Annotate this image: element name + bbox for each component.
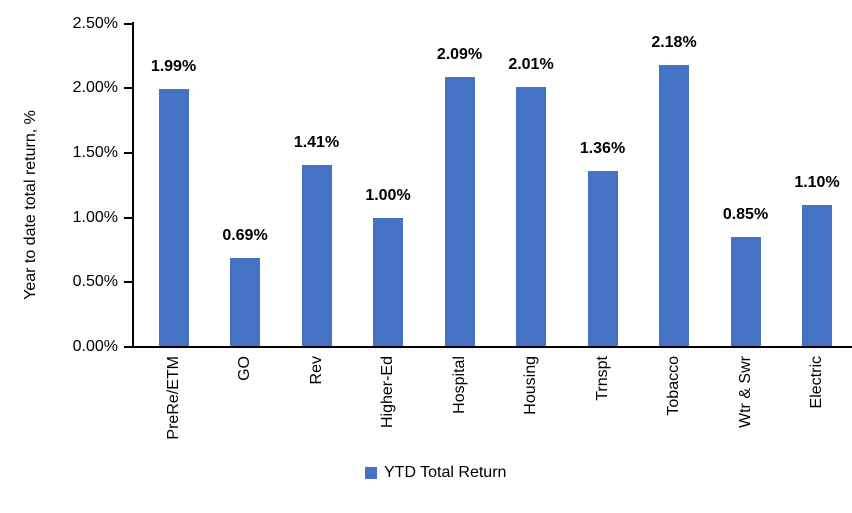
- y-axis-line: [132, 22, 134, 348]
- x-tick-label: Electric: [808, 356, 825, 409]
- bar-value-label: 0.69%: [222, 226, 268, 244]
- bar-trnspt: [587, 171, 618, 347]
- y-tick-label: 2.00%: [72, 79, 118, 97]
- bar-value-label: 1.99%: [150, 58, 197, 76]
- bar-value-label: 2.18%: [651, 33, 697, 51]
- y-tick-mark: [124, 151, 132, 154]
- x-tick-label: Tobacco: [665, 356, 682, 416]
- bar-value-label: 2.01%: [508, 55, 554, 73]
- legend-label: YTD Total Return: [384, 464, 507, 481]
- legend: YTD Total Return: [365, 464, 506, 482]
- y-tick-mark: [124, 87, 132, 90]
- y-tick-mark: [124, 281, 132, 284]
- bar-value-label: 1.10%: [794, 173, 840, 191]
- legend-swatch: [365, 467, 377, 479]
- x-tick-label: Higher-Ed: [379, 356, 396, 429]
- y-tick-label: 0.50%: [72, 273, 118, 291]
- y-tick-label: 1.00%: [72, 208, 118, 226]
- bar-prere-etm: [158, 89, 189, 347]
- x-tick-label: Trnspt: [593, 356, 611, 401]
- y-axis-title: Year to date total return, %: [22, 110, 39, 300]
- bar-value-label: 1.41%: [293, 133, 340, 151]
- y-tick-mark: [124, 22, 132, 25]
- x-tick-label: Hospital: [450, 356, 468, 414]
- bar-value-label: 1.36%: [579, 140, 626, 158]
- bar-wtr-swr: [730, 237, 761, 347]
- bar-go: [230, 257, 260, 347]
- y-tick-label: 0.00%: [72, 338, 118, 355]
- x-tick-label: GO: [236, 356, 253, 381]
- x-tick-label: Rev: [307, 356, 325, 385]
- bar-value-label: 1.00%: [365, 186, 411, 204]
- x-axis-line: [132, 346, 852, 348]
- y-tick-label: 1.50%: [72, 143, 118, 161]
- y-tick-mark: [124, 346, 132, 348]
- x-tick-label: PreRe/ETM: [164, 356, 182, 440]
- y-tick-mark: [124, 216, 132, 219]
- bar-housing: [516, 86, 546, 347]
- bar-electric: [802, 204, 832, 347]
- bar-value-label: 2.09%: [436, 45, 483, 63]
- bar-hospital: [444, 76, 475, 347]
- bar-higher-ed: [373, 217, 403, 347]
- bar-value-label: 0.85%: [722, 206, 769, 223]
- x-tick-label: Wtr & Swr: [736, 356, 754, 428]
- x-tick-label: Housing: [522, 356, 539, 415]
- bar-rev: [301, 164, 332, 347]
- bar-tobacco: [659, 64, 689, 347]
- y-tick-label: 2.50%: [72, 14, 118, 32]
